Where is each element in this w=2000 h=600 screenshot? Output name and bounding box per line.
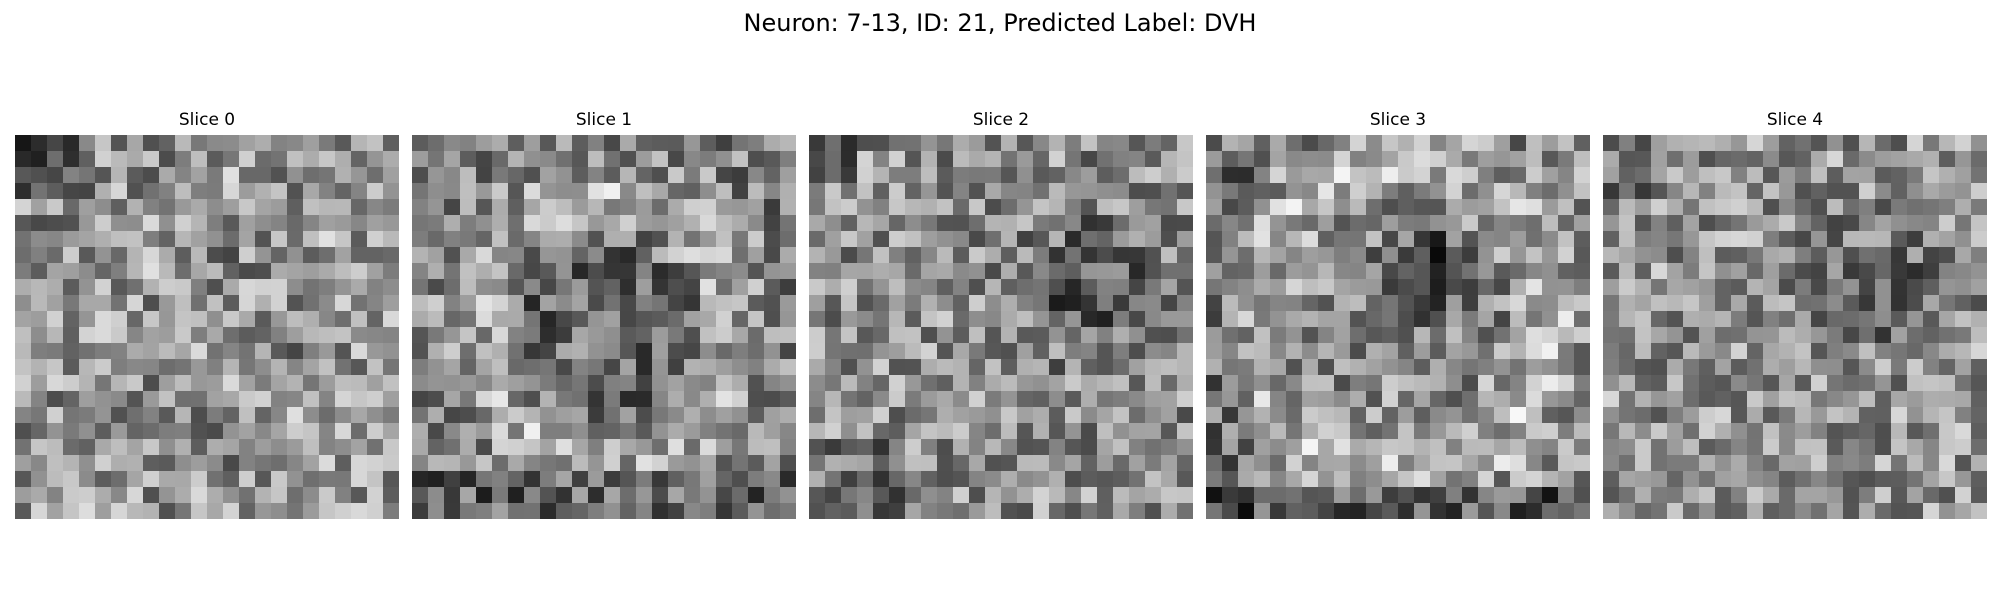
- slice-image-3: [1206, 135, 1590, 519]
- slice-title: Slice 3: [1369, 110, 1427, 130]
- slice-panel-4: Slice 4: [1603, 108, 1987, 519]
- slice-panel-1: Slice 1: [412, 108, 796, 519]
- slice-panel-3: Slice 3: [1206, 108, 1590, 519]
- figure-title: Neuron: 7-13, ID: 21, Predicted Label: D…: [743, 9, 1257, 37]
- slice-image-1: [412, 135, 796, 519]
- slice-title: Slice 4: [1766, 110, 1824, 130]
- slice-image-4: [1603, 135, 1987, 519]
- slice-title: Slice 0: [178, 110, 236, 130]
- slice-panel-0: Slice 0: [15, 108, 399, 519]
- slice-image-2: [809, 135, 1193, 519]
- slice-title: Slice 1: [575, 110, 633, 130]
- slice-title: Slice 2: [972, 110, 1030, 130]
- slice-image-0: [15, 135, 399, 519]
- slice-panel-2: Slice 2: [809, 108, 1193, 519]
